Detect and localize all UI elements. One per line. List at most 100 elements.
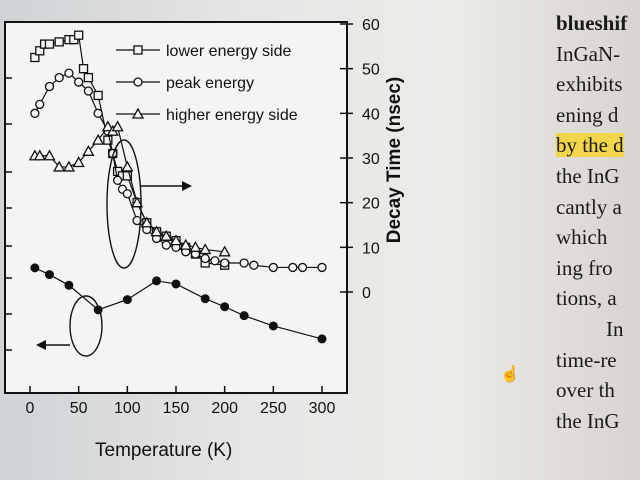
x-tick-label: 100 xyxy=(114,400,141,417)
square-marker xyxy=(103,135,113,145)
legend: lower energy side peak energy higher energ… xyxy=(116,43,298,124)
annotation-ellipse-lower xyxy=(69,295,103,357)
filled-circle-marker xyxy=(268,321,278,331)
triangle-marker xyxy=(160,229,173,241)
legend-label: lower energy side xyxy=(166,43,292,60)
x-tick-label: 0 xyxy=(26,400,35,417)
legend-label: higher energy side xyxy=(166,107,298,124)
book-line: ening d xyxy=(556,100,640,131)
triangle-marker xyxy=(169,234,183,246)
circle-marker xyxy=(220,258,230,268)
triangle-marker xyxy=(199,243,212,255)
circle-marker xyxy=(44,81,55,92)
triangle-marker xyxy=(130,196,144,208)
legend-entry: higher energy side xyxy=(116,107,298,124)
book-line: the InG xyxy=(556,161,640,192)
circle-marker xyxy=(74,77,84,87)
circle-marker xyxy=(83,86,94,96)
book-line-text: tions, a xyxy=(556,286,617,311)
y-tick-label: 50 xyxy=(362,62,380,79)
triangle-marker xyxy=(131,107,145,119)
triangle-marker xyxy=(140,216,153,228)
circle-marker xyxy=(122,189,132,199)
circle-marker xyxy=(210,256,220,266)
filled-circle-marker xyxy=(220,302,230,312)
plot-frame xyxy=(4,21,348,394)
book-line: cantly a xyxy=(556,192,640,223)
circle-marker xyxy=(112,175,123,185)
circle-marker xyxy=(268,262,278,273)
y-axis-title-right: Decay Time (nsec) xyxy=(384,77,405,244)
triangle-marker xyxy=(179,238,192,250)
square-marker xyxy=(35,46,45,56)
hand-cursor-icon: ☝ xyxy=(500,366,520,383)
circle-marker xyxy=(239,258,249,268)
book-line-text: which xyxy=(556,225,608,250)
legend-entry: lower energy side xyxy=(116,43,292,60)
book-line: over th xyxy=(556,375,640,406)
filled-circle-marker xyxy=(122,295,132,305)
series-triangle xyxy=(28,120,231,257)
x-tick-label: 250 xyxy=(260,400,287,417)
x-tick-label: 300 xyxy=(309,400,336,417)
circle-marker xyxy=(161,240,171,250)
square-marker xyxy=(54,37,64,47)
book-line-text: ening d xyxy=(556,102,619,127)
book-line: time-re xyxy=(556,345,640,376)
triangle-marker xyxy=(189,240,202,252)
square-marker xyxy=(122,171,132,181)
arrowhead-right xyxy=(182,181,192,191)
filled-circle-marker xyxy=(30,263,40,273)
square-marker xyxy=(93,90,103,101)
filled-circle-marker xyxy=(64,280,74,290)
book-line-text: InGaN- xyxy=(556,41,621,66)
filled-circle-marker xyxy=(239,311,249,321)
filled-circle-marker xyxy=(171,279,181,289)
annotation-ellipse-upper xyxy=(106,139,142,269)
book-line: ing fro xyxy=(556,253,640,284)
triangle-marker xyxy=(218,245,231,257)
legend-label: peak energy xyxy=(166,75,254,92)
x-tick-label: 200 xyxy=(211,400,238,417)
square-marker xyxy=(133,45,143,55)
triangle-marker xyxy=(62,160,76,172)
book-line-text: by the d xyxy=(556,133,624,158)
x-axis-title: Temperature (K) xyxy=(95,440,232,461)
triangle-marker xyxy=(53,160,66,172)
triangle-marker xyxy=(92,133,105,145)
legend-entry: peak energy xyxy=(116,75,254,92)
triangle-marker xyxy=(43,149,56,161)
circle-marker xyxy=(133,77,143,87)
circle-marker xyxy=(35,99,45,110)
filled-circle-marker xyxy=(317,334,327,344)
circle-marker xyxy=(93,108,103,118)
y-tick-label: 40 xyxy=(362,106,380,123)
square-marker xyxy=(78,64,89,74)
x-tick-label: 150 xyxy=(163,400,190,417)
x-tick-label: 50 xyxy=(70,400,88,417)
circle-marker xyxy=(297,262,308,273)
triangle-marker xyxy=(150,225,163,237)
filled-circle-marker xyxy=(152,276,162,286)
book-line: blueshif xyxy=(556,8,640,39)
circle-marker xyxy=(288,262,298,273)
circle-marker xyxy=(64,68,74,78)
y-tick-label: 30 xyxy=(362,151,380,168)
book-line-text: time-re xyxy=(556,347,617,372)
x-axis-ticks: 0 50 100 150 200 250 300 xyxy=(26,386,336,417)
triangle-marker xyxy=(33,149,46,161)
circle-marker xyxy=(200,253,210,264)
square-marker xyxy=(44,39,55,49)
book-line: tions, a xyxy=(556,283,640,314)
triangle-marker xyxy=(101,120,114,132)
book-line: InGaN- xyxy=(556,39,640,70)
y-tick-label: 10 xyxy=(362,240,380,257)
series-filled-circle xyxy=(30,263,327,344)
left-axis-ticks xyxy=(5,77,12,351)
y-tick-label: 60 xyxy=(362,17,380,34)
book-line: by the d xyxy=(556,130,640,161)
y-tick-label: 20 xyxy=(362,196,380,213)
circle-marker xyxy=(54,72,64,83)
